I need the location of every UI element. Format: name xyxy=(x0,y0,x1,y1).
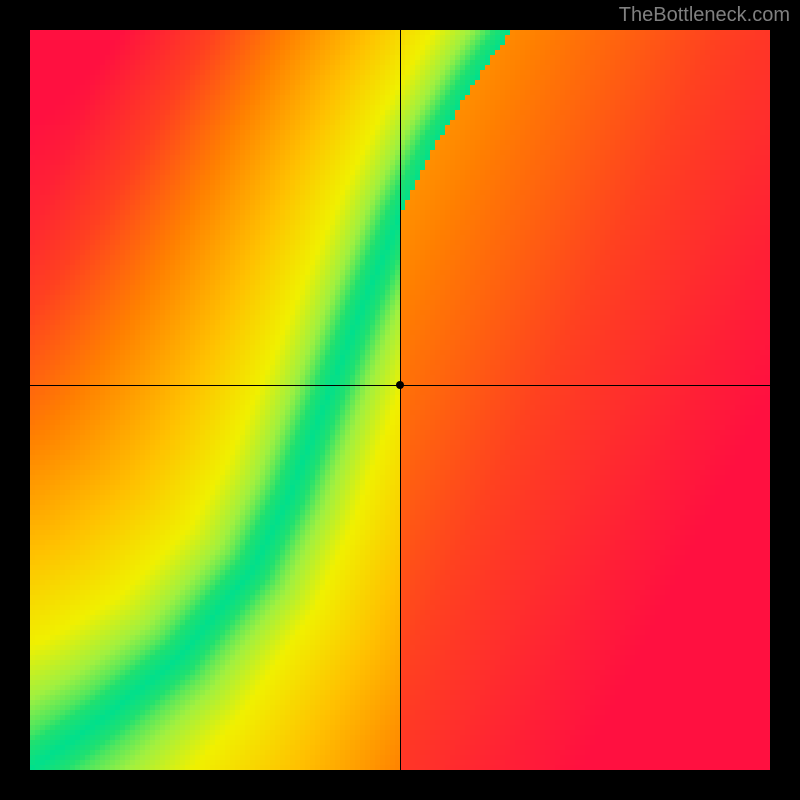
heatmap-chart xyxy=(30,30,770,770)
crosshair-dot xyxy=(396,381,404,389)
crosshair-vertical xyxy=(400,30,401,770)
watermark-text: TheBottleneck.com xyxy=(619,4,790,27)
